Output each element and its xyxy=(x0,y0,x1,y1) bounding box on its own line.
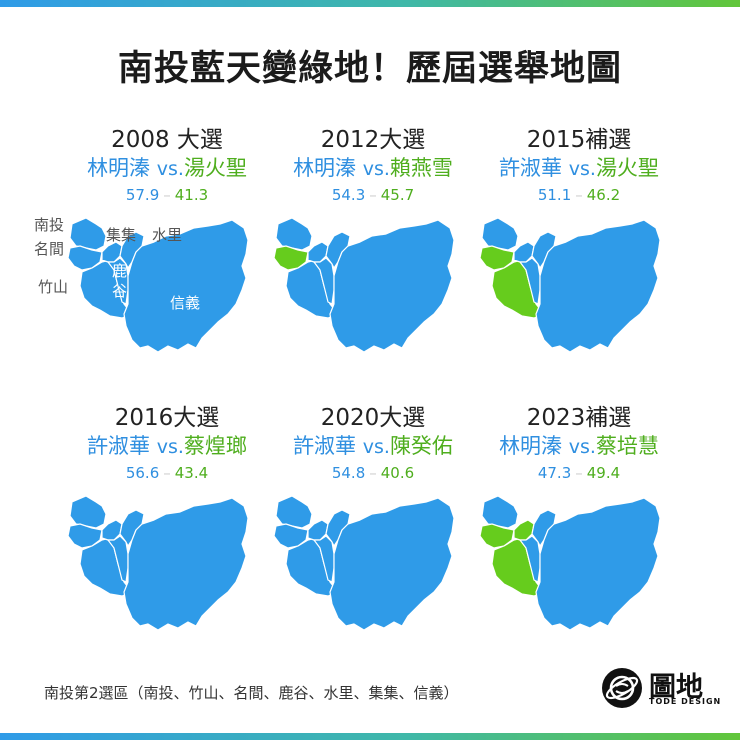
kmt-candidate: 林明溱 xyxy=(87,156,151,180)
district-map xyxy=(273,495,455,631)
township-南投 xyxy=(481,495,519,529)
dpp-candidate: 湯火聖 xyxy=(595,156,659,180)
versus-label: vs. xyxy=(568,158,596,180)
district-map xyxy=(479,217,661,353)
dpp-vote-share: 46.2 xyxy=(586,186,621,204)
candidates: 林明溱 vs.湯火聖 xyxy=(62,152,272,182)
election-year: 2020大選 xyxy=(320,405,426,431)
vote-share: 57.9–41.3 xyxy=(62,186,272,204)
vote-share: 56.6–43.4 xyxy=(62,464,272,482)
district-map xyxy=(273,217,455,353)
dpp-candidate: 陳癸佑 xyxy=(389,434,453,458)
kmt-vote-share: 47.3 xyxy=(537,464,572,482)
page-title: 南投藍天變綠地！歷屆選舉地圖 xyxy=(117,49,622,89)
kmt-vote-share: 54.3 xyxy=(331,186,366,204)
versus-label: vs. xyxy=(156,436,184,458)
township-信義 xyxy=(123,497,249,631)
kmt-vote-share: 57.9 xyxy=(125,186,160,204)
score-separator: – xyxy=(575,186,583,204)
township-信義 xyxy=(535,497,661,631)
township-label-xinyi: 信義 xyxy=(170,294,201,312)
versus-label: vs. xyxy=(362,158,390,180)
township-label-jiji: 集集 xyxy=(106,226,137,244)
candidates: 林明溱 vs.賴燕雪 xyxy=(268,152,478,182)
kmt-candidate: 許淑華 xyxy=(499,156,563,180)
versus-label: vs. xyxy=(568,436,596,458)
vote-share: 51.1–46.2 xyxy=(474,186,684,204)
candidates: 許淑華 vs.湯火聖 xyxy=(474,152,684,182)
top-gradient-bar xyxy=(0,0,740,7)
bottom-gradient-bar xyxy=(0,733,740,740)
dpp-vote-share: 41.3 xyxy=(174,186,209,204)
kmt-candidate: 許淑華 xyxy=(293,434,357,458)
township-label-mingjian: 名間 xyxy=(34,240,65,258)
candidates: 林明溱 vs.蔡培慧 xyxy=(474,430,684,460)
township-南投 xyxy=(275,495,313,529)
kmt-candidate: 林明溱 xyxy=(499,434,563,458)
township-信義 xyxy=(535,219,661,353)
score-separator: – xyxy=(369,186,377,204)
vote-share: 54.8–40.6 xyxy=(268,464,478,482)
score-separator: – xyxy=(575,464,583,482)
election-panel: 2020大選 許淑華 vs.陳癸佑 54.8–40.6 xyxy=(268,398,478,638)
kmt-vote-share: 51.1 xyxy=(537,186,572,204)
township-label-zhushan: 竹山 xyxy=(38,278,69,296)
brand-name: 圖地 xyxy=(649,672,703,703)
election-panel: 2023補選 林明溱 vs.蔡培慧 47.3–49.4 xyxy=(474,398,684,638)
candidates: 許淑華 vs.蔡煌瑯 xyxy=(62,430,272,460)
township-南投 xyxy=(69,495,107,529)
township-label-lugu-2: 谷 xyxy=(112,282,128,300)
township-信義 xyxy=(123,219,249,353)
kmt-vote-share: 56.6 xyxy=(125,464,160,482)
kmt-vote-share: 54.8 xyxy=(331,464,366,482)
township-label-lugu-1: 鹿 xyxy=(112,262,128,280)
score-separator: – xyxy=(163,464,171,482)
kmt-candidate: 許淑華 xyxy=(87,434,151,458)
brand-subtitle: TODE DESIGN xyxy=(649,697,722,706)
footer-district-note: 南投第2選區（南投、竹山、名間、鹿谷、水里、集集、信義） xyxy=(44,684,459,702)
versus-label: vs. xyxy=(156,158,184,180)
election-year: 2023補選 xyxy=(526,405,632,431)
township-南投 xyxy=(69,217,107,251)
election-year: 2016大選 xyxy=(114,405,220,431)
election-panel: 2012大選 林明溱 vs.賴燕雪 54.3–45.7 xyxy=(268,120,478,360)
candidates: 許淑華 vs.陳癸佑 xyxy=(268,430,478,460)
dpp-vote-share: 49.4 xyxy=(586,464,621,482)
dpp-vote-share: 43.4 xyxy=(174,464,209,482)
district-map xyxy=(67,217,249,353)
township-信義 xyxy=(329,219,455,353)
score-separator: – xyxy=(369,464,377,482)
dpp-candidate: 賴燕雪 xyxy=(389,156,453,180)
township-南投 xyxy=(481,217,519,251)
district-map xyxy=(479,495,661,631)
township-南投 xyxy=(275,217,313,251)
dpp-vote-share: 45.7 xyxy=(380,186,415,204)
brand-logo: 圖地 TODE DESIGN xyxy=(602,665,722,711)
election-year: 2008 大選 xyxy=(111,127,223,153)
district-map xyxy=(67,495,249,631)
township-信義 xyxy=(329,497,455,631)
score-separator: – xyxy=(163,186,171,204)
dpp-candidate: 湯火聖 xyxy=(183,156,247,180)
dpp-candidate: 蔡煌瑯 xyxy=(183,434,247,458)
township-label-nantou: 南投 xyxy=(34,216,65,234)
township-label-shuili: 水里 xyxy=(152,226,183,244)
globe-planet-icon xyxy=(602,668,642,708)
kmt-candidate: 林明溱 xyxy=(293,156,357,180)
dpp-candidate: 蔡培慧 xyxy=(595,434,659,458)
election-panel: 2016大選 許淑華 vs.蔡煌瑯 56.6–43.4 xyxy=(62,398,272,638)
vote-share: 47.3–49.4 xyxy=(474,464,684,482)
election-year: 2015補選 xyxy=(526,127,632,153)
dpp-vote-share: 40.6 xyxy=(380,464,415,482)
election-panel: 2008 大選 林明溱 vs.湯火聖 57.9–41.3 南投名間竹山 集集 水里鹿… xyxy=(34,120,272,360)
vote-share: 54.3–45.7 xyxy=(268,186,478,204)
election-year: 2012大選 xyxy=(320,127,426,153)
election-panel: 2015補選 許淑華 vs.湯火聖 51.1–46.2 xyxy=(474,120,684,360)
versus-label: vs. xyxy=(362,436,390,458)
